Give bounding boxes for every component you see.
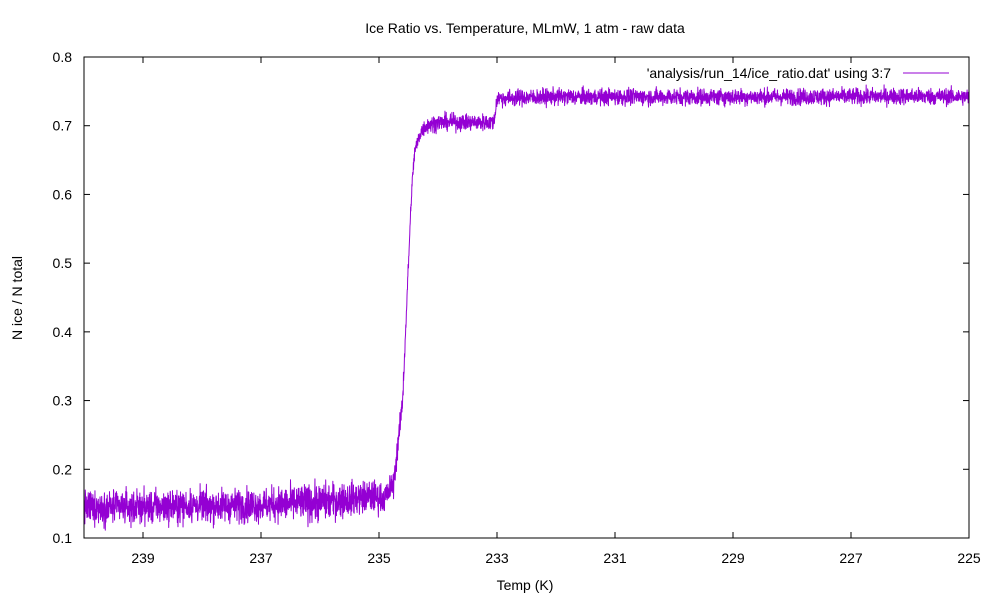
- x-tick-label: 229: [721, 550, 745, 566]
- x-tick-label: 239: [131, 550, 155, 566]
- legend: 'analysis/run_14/ice_ratio.dat' using 3:…: [647, 65, 949, 81]
- y-tick-label: 0.3: [53, 393, 73, 409]
- x-tick-label: 233: [485, 550, 509, 566]
- legend-label: 'analysis/run_14/ice_ratio.dat' using 3:…: [647, 65, 891, 81]
- y-tick-label: 0.7: [53, 118, 73, 134]
- y-tick-label: 0.8: [53, 49, 73, 65]
- y-tick-label: 0.6: [53, 186, 73, 202]
- x-tick-label: 237: [249, 550, 273, 566]
- axis-ticks: 0.1 0.2 0.3 0.4 0.5 0.6 0.7 0.8 239 237 235 233 231 2…: [53, 49, 981, 566]
- y-axis-label: N ice / N total: [9, 256, 25, 340]
- chart-title: Ice Ratio vs. Temperature, MLmW, 1 atm -…: [365, 20, 685, 36]
- x-axis-label: Temp (K): [497, 577, 554, 593]
- y-tick-label: 0.4: [53, 324, 73, 340]
- series-line: [83, 84, 970, 531]
- y-tick-label: 0.5: [53, 255, 73, 271]
- x-tick-label: 235: [367, 550, 391, 566]
- plot-area: [83, 84, 970, 531]
- x-tick-label: 231: [603, 550, 627, 566]
- y-tick-label: 0.1: [53, 530, 73, 546]
- x-tick-label: 227: [839, 550, 863, 566]
- plot-frame: [83, 56, 970, 539]
- x-tick-label: 225: [957, 550, 981, 566]
- y-tick-label: 0.2: [53, 461, 73, 477]
